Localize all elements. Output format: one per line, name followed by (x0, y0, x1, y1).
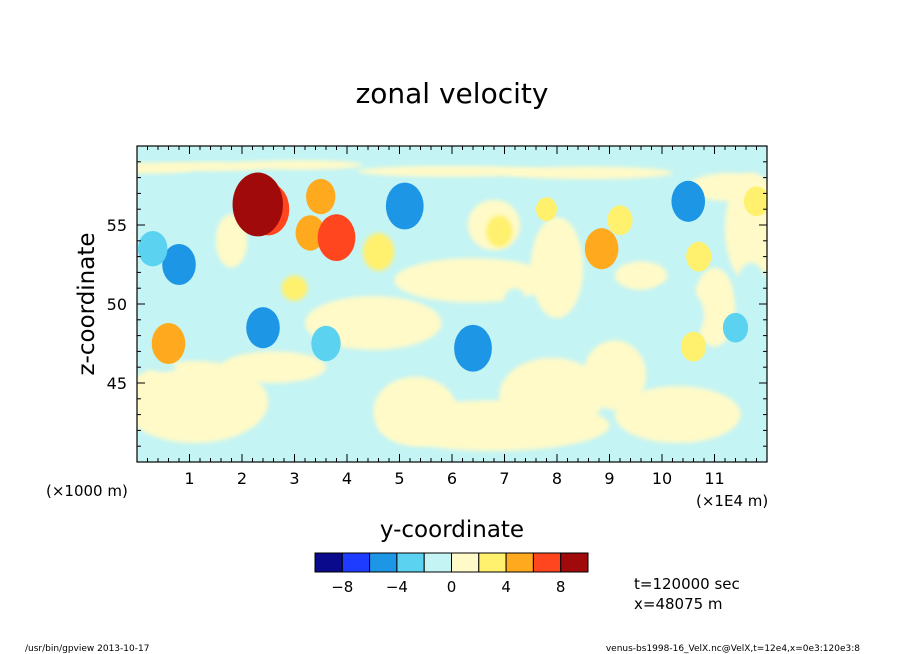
colorbar-swatch (505, 552, 534, 573)
y-tick-label: 50 (107, 295, 127, 314)
x-tick-label: 2 (237, 469, 247, 488)
contour-feature (295, 215, 325, 251)
x-tick-label: 7 (499, 469, 509, 488)
y-tick-label: 45 (107, 374, 127, 393)
contour-feature (162, 243, 196, 286)
footer-left: /usr/bin/gpview 2013-10-17 (25, 644, 149, 654)
x-scale-note: (×1E4 m) (696, 492, 768, 510)
x-tick-label: 9 (604, 469, 614, 488)
contour-feature (578, 205, 599, 230)
contour-feature (317, 214, 356, 262)
colorbar-tick-label: 4 (501, 578, 511, 596)
time-annotation: t=120000 sec (634, 575, 740, 593)
contour-feature (246, 307, 280, 349)
x-tick-label: 4 (342, 469, 352, 488)
contour-feature (138, 231, 168, 267)
contour-feature (686, 241, 712, 272)
contour-feature (151, 322, 186, 365)
contour-feature (584, 228, 619, 270)
x-tick-label: 8 (552, 469, 562, 488)
contour-feature (607, 205, 633, 236)
colorbar (314, 552, 589, 573)
contour-feature (671, 180, 706, 222)
contour-feature (385, 182, 424, 230)
contour-feature (680, 331, 707, 362)
colorbar-ticks: −8 −4 0 4 8 (331, 578, 565, 596)
colorbar-swatch (451, 552, 480, 573)
contour-feature (743, 186, 767, 217)
colorbar-swatch (341, 552, 371, 573)
chart-title: zonal velocity (356, 77, 549, 110)
y-axis-label: z-coordinate (74, 232, 100, 375)
colorbar-swatch (314, 552, 343, 573)
x-axis: 1 2 3 4 5 6 7 8 9 10 11 (136, 146, 768, 488)
x-tick-label: 11 (704, 469, 724, 488)
contour-feature (536, 197, 557, 222)
colorbar-swatch (532, 552, 562, 573)
x-axis-label: y-coordinate (380, 517, 524, 543)
contour-feature (454, 324, 492, 372)
colorbar-tick-label: 8 (556, 578, 566, 596)
colorbar-swatch (396, 552, 425, 573)
contour-field (137, 160, 767, 451)
contour-feature (306, 178, 336, 215)
colorbar-swatch (423, 552, 453, 573)
x-tick-label: 6 (447, 469, 457, 488)
contour-feature (311, 325, 341, 362)
footer-right: venus-bs1998-16_VelX.nc@VelX,t=12e4,x=0e… (606, 644, 860, 654)
colorbar-swatch (560, 552, 589, 573)
x-tick-label: 10 (652, 469, 672, 488)
contour-feature (232, 172, 283, 237)
x-tick-label: 3 (289, 469, 299, 488)
colorbar-swatch (369, 552, 398, 573)
colorbar-tick-label: −4 (386, 578, 408, 596)
x-tick-label: 5 (394, 469, 404, 488)
colorbar-tick-label: 0 (447, 578, 457, 596)
y-tick-label: 55 (107, 216, 127, 235)
x-tick-label: 1 (184, 469, 194, 488)
colorbar-swatch (478, 552, 507, 573)
y-axis: 45 50 55 (107, 145, 767, 463)
contour-feature (722, 312, 749, 343)
colorbar-tick-label: −8 (331, 578, 353, 596)
y-scale-note: (×1000 m) (46, 482, 128, 500)
position-annotation: x=48075 m (634, 595, 723, 613)
